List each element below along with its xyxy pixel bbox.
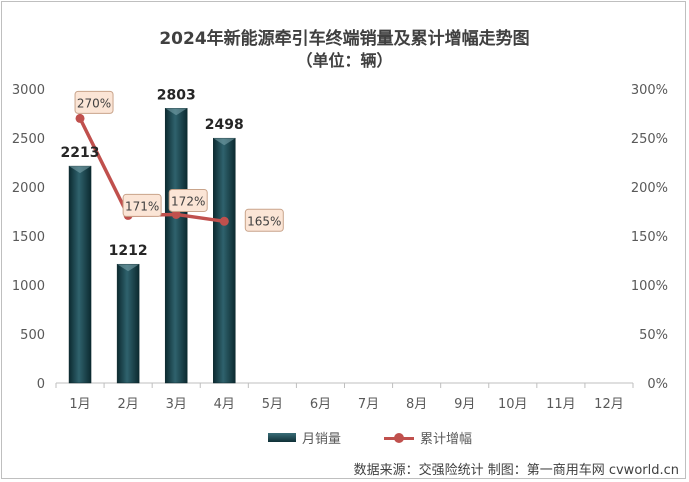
line-value-label: 270% bbox=[77, 96, 111, 110]
line-value-label: 172% bbox=[171, 194, 205, 208]
bar-value-label: 2498 bbox=[205, 117, 244, 133]
bar-value-label: 2213 bbox=[61, 145, 100, 161]
right-tick-label: 250% bbox=[631, 132, 668, 147]
x-tick-label: 7月 bbox=[358, 397, 379, 412]
line-point bbox=[171, 209, 181, 219]
line-callout-box bbox=[244, 208, 284, 232]
left-tick-label: 1000 bbox=[12, 279, 45, 294]
x-tick-label: 11月 bbox=[546, 397, 576, 412]
bar bbox=[213, 137, 236, 384]
left-tick-label: 0 bbox=[37, 377, 45, 392]
x-tick-label: 1月 bbox=[69, 397, 90, 412]
x-tick-label: 2月 bbox=[117, 397, 138, 412]
bar-series bbox=[68, 108, 236, 384]
left-axis: 0 500 1000 1500 2000 2500 3000 bbox=[12, 83, 45, 392]
left-tick-label: 500 bbox=[20, 328, 45, 343]
x-tick-label: 4月 bbox=[214, 397, 235, 412]
bar bbox=[68, 165, 92, 384]
left-tick-label: 2000 bbox=[12, 181, 45, 196]
legend-line-label: 累计增幅 bbox=[420, 432, 473, 447]
data-labels: 2213 1212 2803 2498 270% 171% 172% 165% bbox=[61, 87, 284, 259]
legend-item-bar[interactable]: 月销量 bbox=[268, 428, 341, 447]
right-tick-label: 50% bbox=[639, 328, 668, 343]
legend-bar-swatch bbox=[268, 433, 296, 442]
x-tick-label: 12月 bbox=[594, 397, 624, 412]
bar bbox=[116, 263, 140, 384]
chart-title: 2024年新能源牵引车终端销量及累计增幅走势图 bbox=[159, 29, 530, 49]
line-point bbox=[75, 113, 85, 123]
left-tick-label: 2500 bbox=[12, 132, 45, 147]
x-tick-label: 8月 bbox=[406, 397, 427, 412]
x-tick-label: 9月 bbox=[454, 397, 475, 412]
right-tick-label: 200% bbox=[631, 181, 668, 196]
x-tick-label: 6月 bbox=[310, 397, 331, 412]
line-value-label: 165% bbox=[247, 214, 281, 228]
line-callout-box bbox=[122, 193, 162, 217]
legend-bar-label: 月销量 bbox=[302, 432, 342, 447]
line-point bbox=[219, 216, 229, 226]
left-tick-label: 3000 bbox=[12, 83, 45, 98]
right-axis: 0% 50% 100% 150% 200% 250% 300% bbox=[631, 83, 668, 392]
right-tick-label: 100% bbox=[631, 279, 668, 294]
line-value-label: 171% bbox=[125, 199, 159, 213]
bar-cap bbox=[117, 264, 140, 272]
bar-cap bbox=[213, 138, 236, 146]
bar-value-label: 1212 bbox=[109, 243, 148, 259]
bar-cap bbox=[165, 108, 188, 116]
bar-value-label: 2803 bbox=[157, 87, 196, 103]
bar bbox=[164, 108, 188, 384]
x-tick-label: 3月 bbox=[166, 397, 187, 412]
legend-item-line[interactable]: 累计增幅 bbox=[384, 428, 472, 447]
right-tick-label: 150% bbox=[631, 230, 668, 245]
x-axis: 1月 2月 3月 4月 5月 6月 7月 8月 9月 10月 11月 12月 bbox=[55, 382, 634, 412]
x-tick-label: 10月 bbox=[498, 397, 528, 412]
x-tick-label: 5月 bbox=[262, 397, 283, 412]
legend: 月销量 累计增幅 bbox=[0, 428, 689, 448]
line-callout-box bbox=[168, 188, 208, 212]
source-note: 数据来源：交强险统计 制图：第一商用车网 cvworld.cn bbox=[353, 463, 679, 478]
chart-subtitle: （单位：辆） bbox=[296, 51, 393, 70]
bar-cap bbox=[69, 166, 92, 174]
legend-line-swatch bbox=[384, 432, 414, 443]
line-callout-box bbox=[74, 90, 114, 114]
right-tick-label: 0% bbox=[647, 377, 668, 392]
right-tick-label: 300% bbox=[631, 83, 668, 98]
left-tick-label: 1500 bbox=[12, 230, 45, 245]
